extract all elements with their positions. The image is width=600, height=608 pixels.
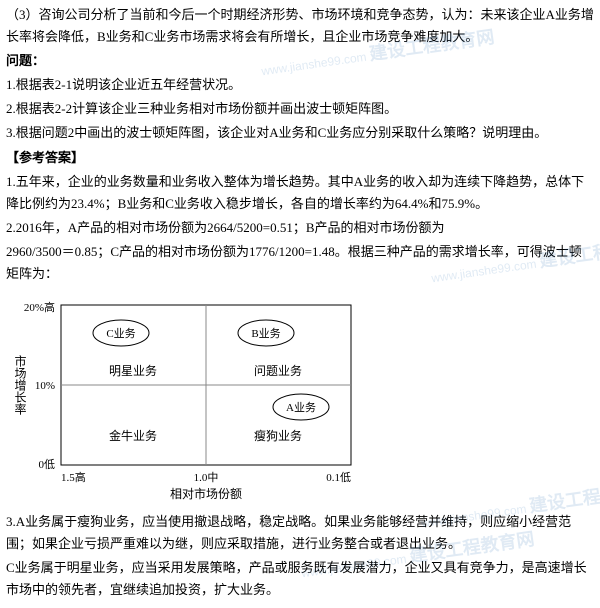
intro-paragraph: （3）咨询公司分析了当前和今后一个时期经济形势、市场环境和竞争态势，认为：未来该…: [6, 4, 594, 48]
answer-1: 1.五年来，企业的业务数量和业务收入整体为增长趋势。其中A业务的收入却为连续下降…: [6, 171, 594, 215]
quadrant-question: 问题业务: [254, 363, 302, 378]
y-axis-label: 市场增长率: [13, 354, 27, 415]
x-mid-label: 1.0中: [194, 471, 219, 484]
node-c-label: C业务: [106, 327, 135, 340]
quadrant-star: 明星业务: [109, 363, 157, 378]
answer-2-line-1: 2.2016年，A产品的相对市场份额为2664/5200=0.51；B产品的相对…: [6, 217, 594, 239]
quadrant-dog: 瘦狗业务: [254, 428, 302, 443]
answers-header: 【参考答案】: [6, 147, 594, 169]
question-3: 3.根据问题2中画出的波士顿矩阵图，该企业对A业务和C业务应分别采取什么策略？说…: [6, 122, 594, 144]
y-high-label: 20%高: [24, 300, 55, 314]
question-1: 1.根据表2-1说明该企业近五年经营状况。: [6, 74, 594, 96]
x-left-label: 1.5高: [61, 470, 86, 484]
y-low-label: 0低: [39, 458, 56, 471]
answer-3-line-1: 3.A业务属于瘦狗业务，应当使用撤退战略，稳定战略。如果业务能够经营并维持，则应…: [6, 511, 594, 555]
x-right-label: 0.1低: [326, 471, 351, 484]
answer-2-line-2: 2960/3500＝0.85；C产品的相对市场份额为1776/1200=1.48…: [6, 241, 594, 285]
x-axis-label: 相对市场份额: [170, 486, 242, 501]
quadrant-cash: 金牛业务: [109, 428, 157, 443]
y-mid-label: 10%: [35, 380, 55, 392]
node-b-label: B业务: [251, 327, 280, 340]
matrix-svg: 明星业务 问题业务 金牛业务 瘦狗业务 C业务 B业务 A业务 20%高 10%…: [6, 293, 386, 503]
questions-header: 问题：: [6, 50, 594, 72]
boston-matrix-chart: 明星业务 问题业务 金牛业务 瘦狗业务 C业务 B业务 A业务 20%高 10%…: [6, 293, 594, 503]
answer-3-line-2: C业务属于明星业务，应当采用发展策略，产品或服务既有发展潜力，企业又具有竞争力，…: [6, 557, 594, 601]
node-a-label: A业务: [286, 401, 316, 414]
question-2: 2.根据表2-2计算该企业三种业务相对市场份额并画出波士顿矩阵图。: [6, 98, 594, 120]
